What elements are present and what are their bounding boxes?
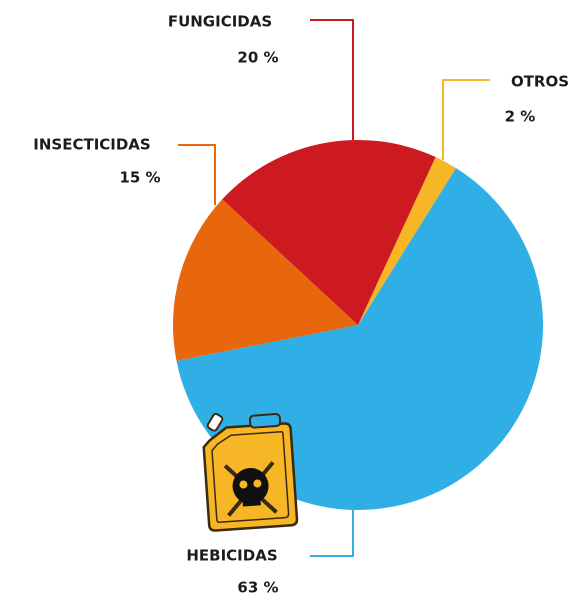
value-label: 20 % xyxy=(237,49,278,67)
leader-line xyxy=(310,510,354,557)
pie-slice xyxy=(173,199,358,361)
pie-slice xyxy=(358,157,457,325)
category-label: OTROS xyxy=(511,73,569,91)
value-label: 2 % xyxy=(505,108,536,126)
category-label: INSECTICIDAS xyxy=(33,136,150,154)
leader-line xyxy=(178,144,216,205)
value-label: 15 % xyxy=(119,169,160,187)
category-label: HEBICIDAS xyxy=(186,547,277,565)
value-label: 63 % xyxy=(237,579,278,596)
jerry-can-icon xyxy=(202,412,299,532)
leader-line xyxy=(310,19,354,140)
pie-slice xyxy=(222,140,436,325)
labels: OTROS 2 % HEBICIDAS 63 % INSECTICIDAS 15 % FUN… xyxy=(33,13,569,596)
category-label: FUNGICIDAS xyxy=(168,13,272,31)
leader-line xyxy=(442,79,490,160)
